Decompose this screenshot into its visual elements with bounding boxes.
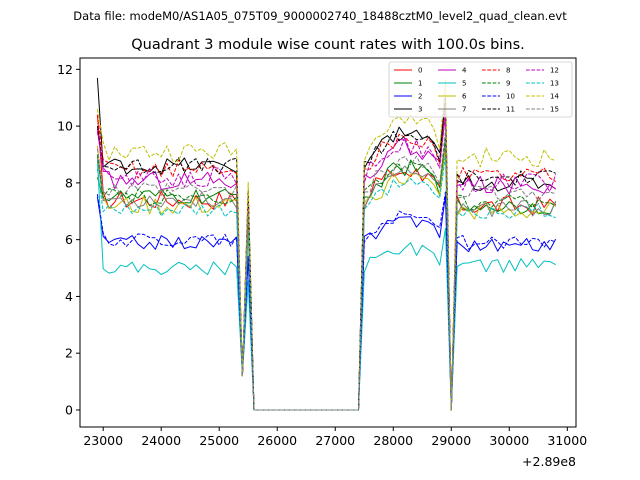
legend-label-15: 15 [550,106,559,114]
legend-label-9: 9 [506,80,510,88]
x-tick-label: 29000 [431,433,471,448]
y-tick-label: 10 [57,119,73,134]
y-tick-label: 2 [65,346,73,361]
figure-suptitle: Data file: modeM0/AS1A05_075T09_90000027… [73,9,567,23]
legend-label-11: 11 [506,106,515,114]
legend-label-13: 13 [550,80,559,88]
legend-label-0: 0 [418,67,422,75]
y-tick-label: 8 [65,175,73,190]
legend-label-12: 12 [550,67,559,75]
legend-label-14: 14 [550,93,559,101]
series-line-3 [96,77,556,411]
x-axis-offset-label: +2.89e8 [522,454,576,469]
x-axis: 23000 24000 25000 26000 27000 28000 29000 30000… [83,427,587,448]
legend-label-2: 2 [418,93,422,101]
axes-frame [79,57,577,428]
x-tick-label: 30000 [489,433,529,448]
series-line-11 [96,97,556,411]
series-line-13 [96,155,556,411]
x-tick-label: 27000 [315,433,355,448]
x-tick-label: 31000 [547,433,587,448]
y-tick-label: 4 [65,289,73,304]
legend-label-6: 6 [462,93,467,101]
series-line-7 [96,140,557,411]
x-tick-label: 26000 [257,433,297,448]
x-tick-label: 24000 [141,433,181,448]
x-tick-label: 28000 [373,433,413,448]
legend-label-4: 4 [462,67,467,75]
legend-label-5: 5 [462,80,466,88]
series-line-8 [96,100,556,411]
series-line-14 [96,78,556,411]
y-axis: 0 2 4 6 8 10 12 [57,62,80,417]
legend-label-7: 7 [462,106,466,114]
y-tick-label: 6 [65,232,73,247]
legend-label-10: 10 [506,93,515,101]
series-line-15 [96,129,556,411]
series-line-10 [96,191,556,411]
legend-label-1: 1 [418,80,422,88]
plot-lines [96,77,557,411]
series-line-1 [96,137,557,411]
x-tick-label: 23000 [83,433,123,448]
chart-title: Quadrant 3 module wise count rates with … [131,37,525,53]
legend-label-8: 8 [506,67,510,75]
series-line-9 [96,137,556,411]
series-line-5 [96,160,556,411]
y-tick-label: 0 [65,402,73,417]
x-tick-label: 25000 [199,433,239,448]
series-line-12 [96,111,557,411]
legend-frame [388,61,573,118]
legend-label-3: 3 [418,106,422,114]
series-line-2 [96,195,557,411]
y-tick-label: 12 [57,62,73,77]
series-line-0 [96,114,557,411]
